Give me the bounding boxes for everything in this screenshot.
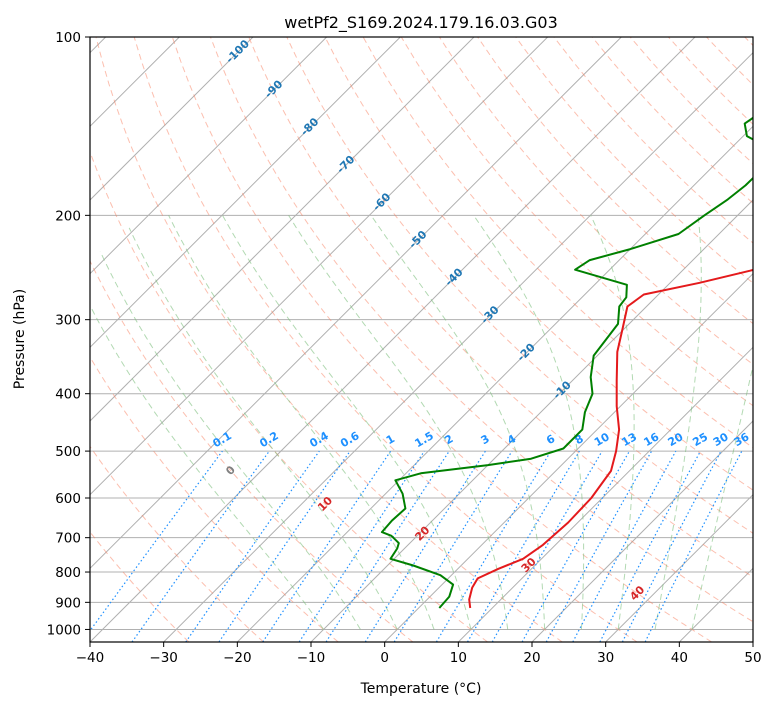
mixing-ratio-line <box>325 450 450 642</box>
moist-adiabat-line <box>473 215 585 630</box>
plot-frame <box>89 36 754 643</box>
isotherm-gridline <box>531 420 753 642</box>
moist-adiabat-line <box>370 215 546 630</box>
dry-adiabat-line <box>210 37 753 623</box>
moist-adiabat-line <box>691 363 753 630</box>
mixing-ratio-line <box>393 450 513 642</box>
y-tick-label: 200 <box>55 208 81 224</box>
x-axis-label: Temperature (°C) <box>360 681 482 697</box>
isotherm-gridline <box>605 493 753 642</box>
y-axis-label: Pressure (hPa) <box>12 289 28 389</box>
isotherm-gridline <box>90 37 622 570</box>
isotherm-gridline <box>90 37 549 496</box>
mixing-ratio-line <box>572 450 677 642</box>
dry-adiabat-line <box>90 259 414 642</box>
dry-adiabats <box>90 37 753 642</box>
y-tick-label: 300 <box>55 313 81 329</box>
isotherm-gridline <box>163 51 753 642</box>
x-tick-label: 10 <box>450 650 467 666</box>
x-tick-label: −40 <box>76 650 105 666</box>
mixing-ratio-lines <box>90 450 743 642</box>
isotherm-gridline <box>90 37 696 642</box>
moist-adiabat-line <box>90 304 325 630</box>
axes: −40 −30 −20 −10 0 10 20 30 40 50 100 200 300 400 500 60… <box>47 30 762 666</box>
moist-adiabat-line <box>99 251 361 630</box>
dewpoint-line <box>380 116 753 609</box>
x-tick-label: 0 <box>380 650 389 666</box>
y-tick-label: 1000 <box>47 622 81 638</box>
dry-adiabat-line <box>90 445 264 642</box>
x-tick-label: −10 <box>297 650 326 666</box>
isotherm-gridline <box>384 272 753 642</box>
dry-adiabat-line <box>133 37 638 642</box>
isotherm-gridline <box>90 37 475 422</box>
plot-area: -100-90-80-70-60-50-40-30-20-100.1 0.2 0.4… <box>90 37 753 642</box>
x-tick-label: 50 <box>744 650 761 666</box>
dry-adiabat-line <box>515 37 753 284</box>
x-tick-label: −30 <box>149 650 178 666</box>
sounding-series <box>380 116 753 609</box>
mixing-ratio-line <box>298 450 425 642</box>
mixing-ratio-line <box>131 450 270 642</box>
mixing-ratio-line <box>545 450 653 642</box>
dry-adiabat-line <box>171 37 712 642</box>
x-tick-label: 20 <box>523 650 540 666</box>
dry-adiabat-line <box>90 356 339 642</box>
mixing-ratio-line <box>521 450 631 642</box>
isotherm-gridline <box>236 125 753 642</box>
mixing-ratio-line <box>644 450 743 642</box>
x-tick-label: −20 <box>223 650 252 666</box>
dry-adiabat-line <box>95 37 563 642</box>
dry-adiabat-line <box>286 37 753 534</box>
isotherm-gridline <box>90 37 254 201</box>
y-tick-label: 400 <box>55 387 81 403</box>
x-tick-label: 30 <box>597 650 614 666</box>
grid-lines <box>90 37 753 642</box>
y-tick-label: 500 <box>55 444 81 460</box>
x-tick-label: 40 <box>671 650 688 666</box>
mixing-ratio-line <box>262 450 392 642</box>
y-tick-label: 700 <box>55 531 81 547</box>
moist-adiabat-line <box>288 215 509 630</box>
moist-adiabat-line <box>222 215 472 630</box>
y-tick-label: 800 <box>55 565 81 581</box>
temperature-line <box>468 268 753 609</box>
dry-adiabat-line <box>248 37 753 578</box>
mixing-ratio-line <box>218 450 351 642</box>
dry-adiabat-line <box>324 37 753 491</box>
moist-adiabats <box>90 215 753 630</box>
isotherm-gridline <box>457 346 753 642</box>
isotherm-gridline <box>90 37 401 349</box>
moist-adiabat-line <box>654 215 702 630</box>
mixing-ratio-line <box>185 450 320 642</box>
moist-adiabat-line <box>128 227 398 630</box>
y-tick-label: 600 <box>55 491 81 507</box>
moist-adiabat-line <box>590 215 635 630</box>
y-tick-label: 100 <box>55 30 81 46</box>
chart-title: wetPf2_S169.2024.179.16.03.G03 <box>284 13 558 33</box>
y-tick-label: 900 <box>55 595 81 611</box>
isotherm-gridline <box>90 37 328 275</box>
mixing-ratio-line <box>90 450 223 632</box>
